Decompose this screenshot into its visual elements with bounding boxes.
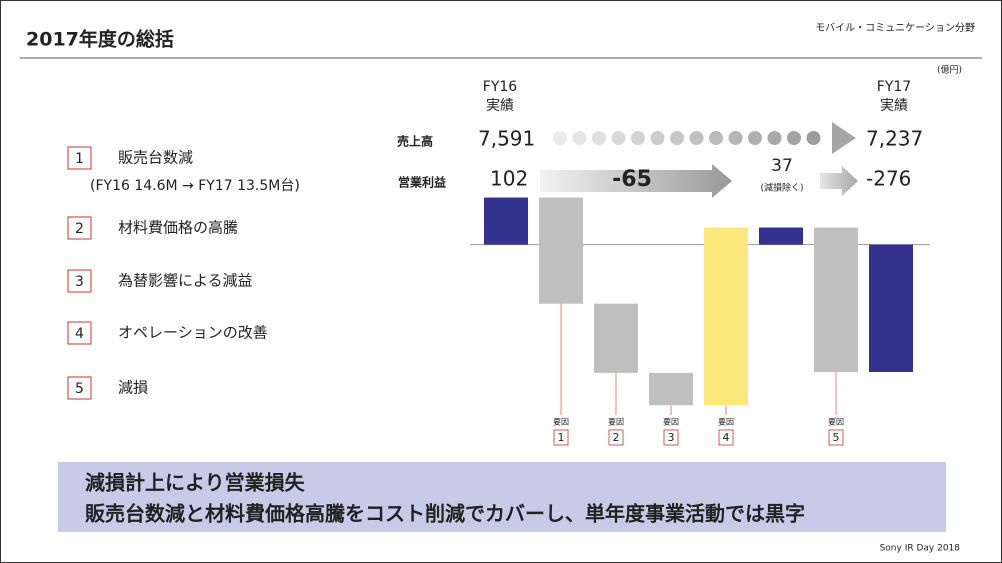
factor-label: 要因 bbox=[718, 418, 734, 427]
waterfall: 要因 1 要因 2 要因 3 要因 4 要因 5 bbox=[470, 197, 930, 446]
subtotal-note: (減損除く) bbox=[760, 182, 803, 194]
sales-dot bbox=[748, 131, 762, 145]
bar bbox=[539, 197, 583, 304]
number: 5 bbox=[75, 381, 84, 397]
sales-start: 7,591 bbox=[478, 127, 535, 151]
number: 2 bbox=[75, 221, 84, 237]
banner-line: 減損計上により営業損失 bbox=[85, 471, 306, 495]
factor-number: 1 bbox=[558, 431, 565, 444]
start-sublabel: 実績 bbox=[486, 98, 514, 114]
number-box bbox=[67, 269, 92, 293]
banner-line: 販売台数減と材料費価格高騰をコスト削減でカバーし、単年度事業活動では黒字 bbox=[85, 502, 805, 526]
unit: (億円) bbox=[937, 64, 962, 76]
factor-box bbox=[718, 429, 734, 446]
factor-label: 要因 bbox=[608, 418, 624, 427]
number-box bbox=[67, 321, 92, 345]
item-text: 為替影響による減益 bbox=[118, 272, 253, 290]
factor-box bbox=[553, 429, 569, 446]
item-note: (FY16 14.6M → FY17 13.5M台) bbox=[90, 178, 300, 194]
bar bbox=[484, 197, 528, 245]
subtotal-value: 37 bbox=[771, 156, 793, 176]
bar bbox=[649, 372, 693, 406]
factor-number: 3 bbox=[668, 431, 675, 444]
bar bbox=[869, 244, 913, 372]
factor-number: 4 bbox=[723, 431, 730, 444]
bar bbox=[814, 227, 858, 372]
number-box bbox=[67, 216, 92, 240]
sales-label: 売上高 bbox=[397, 134, 433, 149]
start-value: 102 bbox=[490, 167, 528, 191]
sales-dot bbox=[728, 131, 743, 145]
sales-dot bbox=[767, 131, 782, 145]
sales-dot bbox=[670, 131, 684, 145]
factor-number: 5 bbox=[833, 431, 840, 444]
item-text: 販売台数減 bbox=[118, 149, 193, 167]
profit-label: 営業利益 bbox=[398, 175, 446, 190]
start-label: FY16 bbox=[483, 79, 518, 95]
factor-number: 2 bbox=[613, 431, 620, 444]
factor-label: 要因 bbox=[553, 418, 569, 427]
factor-box bbox=[608, 429, 624, 446]
number-box bbox=[67, 376, 92, 400]
footer: Sony IR Day 2018 bbox=[880, 544, 961, 554]
sales-dot bbox=[806, 131, 821, 145]
factor-box bbox=[828, 429, 844, 446]
number: 4 bbox=[75, 326, 84, 342]
sales-dot bbox=[592, 131, 606, 145]
sales-dot bbox=[709, 131, 723, 145]
steps-sum: -65 bbox=[612, 167, 652, 192]
number: 1 bbox=[75, 151, 84, 167]
factor-list: 1 販売台数減 (FY16 14.6M → FY17 13.5M台) 2 材料費価格の高… bbox=[67, 146, 300, 400]
bar bbox=[594, 303, 638, 373]
bar bbox=[759, 227, 803, 245]
sales-dot bbox=[553, 131, 567, 145]
bar bbox=[704, 227, 748, 406]
sales-dot bbox=[650, 131, 665, 145]
factor-label: 要因 bbox=[663, 418, 679, 427]
banner bbox=[58, 462, 946, 532]
sales-dot bbox=[611, 131, 626, 145]
end-sublabel: 実績 bbox=[880, 98, 908, 114]
sales-arrow bbox=[553, 131, 821, 145]
item-text: オペレーションの改善 bbox=[118, 324, 268, 342]
item-text: 材料費価格の高騰 bbox=[118, 219, 238, 237]
sales-dot bbox=[572, 131, 587, 145]
end-value: -276 bbox=[866, 167, 911, 191]
sales-arrowhead bbox=[832, 122, 856, 154]
number-box bbox=[67, 146, 92, 170]
end-arrow bbox=[820, 166, 858, 196]
segment: モバイル・コミュニケーション分野 bbox=[815, 22, 975, 34]
factor-box bbox=[663, 429, 679, 446]
sales-dot bbox=[787, 131, 801, 145]
sales-dot bbox=[631, 131, 645, 145]
steps-arrow bbox=[540, 164, 732, 198]
sales-end: 7,237 bbox=[866, 127, 923, 151]
factor-label: 要因 bbox=[828, 418, 844, 427]
title: 2017年度の総括 bbox=[26, 28, 174, 51]
sales-dot bbox=[689, 131, 704, 145]
number: 3 bbox=[75, 274, 84, 290]
item-text: 減損 bbox=[118, 379, 148, 397]
end-label: FY17 bbox=[877, 79, 911, 95]
